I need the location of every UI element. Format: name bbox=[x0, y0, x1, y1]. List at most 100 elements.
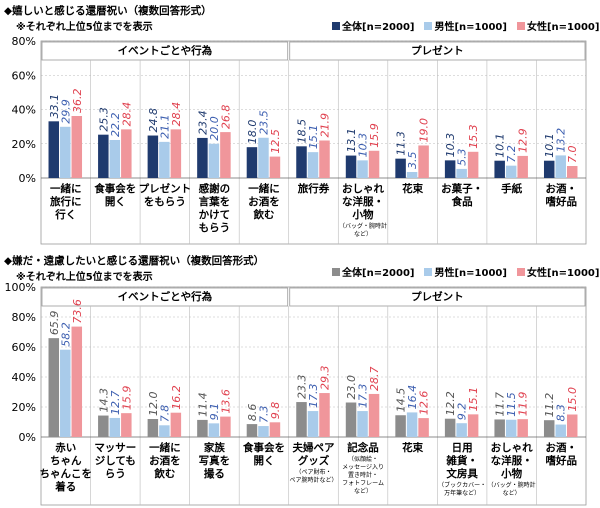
bar bbox=[418, 418, 429, 437]
category-note: （ブックカバー・ bbox=[438, 481, 486, 489]
legend-label-male: 男性[n=1000] bbox=[434, 22, 507, 33]
bar-value-label: 23.5 bbox=[257, 110, 270, 135]
category-label: 感謝の bbox=[199, 182, 231, 195]
category-label: をもらう bbox=[144, 196, 186, 208]
y-tick-label: 80% bbox=[12, 311, 36, 324]
bar bbox=[345, 155, 357, 178]
chart2-subtitle: ※それぞれ上位5位までを表示 bbox=[16, 272, 153, 283]
bar-value-label: 7.8 bbox=[158, 405, 171, 423]
bar bbox=[159, 141, 170, 178]
category-note: 万年筆など） bbox=[444, 489, 480, 497]
chart1-title: ◆嬉しいと感じる還暦祝い（複数回答形式） bbox=[4, 5, 212, 17]
bar bbox=[159, 425, 170, 437]
bar bbox=[48, 121, 60, 178]
bar-value-label: 10.1 bbox=[494, 133, 507, 158]
category-label: グッズ bbox=[298, 454, 330, 467]
bar-value-label: 17.3 bbox=[307, 384, 320, 409]
bar bbox=[444, 418, 456, 437]
category-label: 旅行に bbox=[50, 195, 82, 208]
legend-label-female: 女性[n=1000] bbox=[526, 268, 600, 279]
bar bbox=[307, 411, 319, 437]
category-label: 食事会を bbox=[93, 182, 136, 195]
bar bbox=[505, 419, 517, 437]
category-note: （ペア財布・ bbox=[295, 468, 331, 476]
legend-swatch-total bbox=[332, 21, 340, 30]
category-label: 飲む bbox=[252, 208, 274, 221]
bar-value-label: 8.6 bbox=[246, 404, 259, 421]
category-label: 開く bbox=[253, 455, 274, 467]
bar bbox=[121, 129, 132, 178]
group-header-label: イベントごとや行為 bbox=[118, 290, 213, 303]
category-label: 開く bbox=[105, 196, 126, 208]
legend-label-total: 全体[n=2000] bbox=[342, 268, 415, 279]
plot-frame bbox=[40, 40, 587, 245]
bar-value-label: 12.0 bbox=[147, 392, 160, 417]
category-label: な洋服・ bbox=[342, 195, 384, 208]
bar-value-label: 16.2 bbox=[170, 385, 183, 410]
bar bbox=[444, 160, 456, 178]
bar bbox=[220, 132, 231, 178]
legend-swatch-male bbox=[424, 267, 433, 276]
bar-value-label: 29.9 bbox=[59, 99, 72, 124]
bar bbox=[494, 160, 505, 178]
category-label: 小物 bbox=[352, 208, 374, 221]
bar bbox=[121, 413, 132, 437]
category-label: 撮る bbox=[204, 467, 225, 480]
category-label: お菓子・ bbox=[441, 182, 483, 195]
bar-value-label: 9.1 bbox=[208, 403, 221, 421]
category-label: な洋服・ bbox=[491, 454, 533, 467]
bar-value-label: 18.0 bbox=[246, 120, 259, 144]
bar bbox=[246, 424, 258, 437]
bar-value-label: 18.5 bbox=[296, 119, 309, 144]
category-label: ちゃんこを bbox=[40, 468, 93, 480]
category-label: ジしても bbox=[95, 455, 136, 467]
bar bbox=[418, 145, 429, 178]
bar-value-label: 11.7 bbox=[494, 392, 507, 417]
bar bbox=[269, 422, 281, 437]
group-header-band bbox=[41, 41, 289, 61]
bar-value-label: 22.2 bbox=[109, 112, 122, 136]
bar-value-label: 11.4 bbox=[196, 392, 209, 417]
legend-swatch-total bbox=[332, 267, 340, 276]
y-tick-label: 80% bbox=[12, 35, 36, 48]
category-label: 嗜好品 bbox=[545, 195, 577, 208]
bar bbox=[395, 158, 406, 178]
category-label: 小物 bbox=[500, 467, 522, 480]
bar-value-label: 73.6 bbox=[71, 299, 84, 324]
bar-value-label: 9.2 bbox=[456, 403, 469, 421]
bar bbox=[467, 414, 479, 437]
bar bbox=[494, 419, 505, 437]
bar bbox=[98, 415, 109, 437]
bar-value-label: 28.4 bbox=[120, 102, 133, 126]
category-label: 手紙 bbox=[501, 182, 522, 195]
bar-value-label: 10.3 bbox=[357, 133, 370, 158]
y-tick-label: 60% bbox=[12, 341, 36, 354]
bar-value-label: 13.6 bbox=[219, 389, 232, 414]
bar bbox=[467, 151, 479, 178]
bar-value-label: 12.7 bbox=[109, 390, 122, 415]
y-tick-label: 40% bbox=[12, 371, 36, 384]
bar-value-label: 24.8 bbox=[147, 108, 160, 133]
bar-value-label: 8.3 bbox=[555, 404, 568, 422]
bar-value-label: 10.3 bbox=[444, 133, 457, 158]
category-note: など） bbox=[503, 489, 521, 497]
chart2-title: ◆嫌だ・遠慮したいと感じる還暦祝い（複数回答形式） bbox=[4, 255, 265, 267]
legend-label-female: 女性[n=1000] bbox=[526, 22, 600, 33]
bar-value-label: 19.0 bbox=[418, 118, 431, 143]
bar-value-label: 12.2 bbox=[444, 391, 457, 416]
bar-value-label: 11.2 bbox=[543, 393, 556, 418]
bar-value-label: 14.5 bbox=[395, 388, 408, 413]
category-label: 食事会を bbox=[242, 441, 285, 454]
bar bbox=[60, 349, 71, 437]
bar bbox=[566, 414, 578, 437]
category-label: 夫婦ペア bbox=[293, 441, 335, 454]
legend-swatch-female bbox=[516, 267, 525, 276]
y-tick-label: 100% bbox=[5, 281, 36, 294]
category-label: お酒・ bbox=[545, 441, 577, 454]
category-label: お酒・ bbox=[545, 182, 577, 195]
category-label: 旅行券 bbox=[298, 182, 330, 195]
chart1-subtitle: ※それぞれ上位5位までを表示 bbox=[16, 22, 153, 33]
bar-value-label: 12.5 bbox=[269, 129, 282, 154]
bar-value-label: 26.8 bbox=[219, 105, 232, 130]
category-label: 食品 bbox=[451, 195, 473, 208]
